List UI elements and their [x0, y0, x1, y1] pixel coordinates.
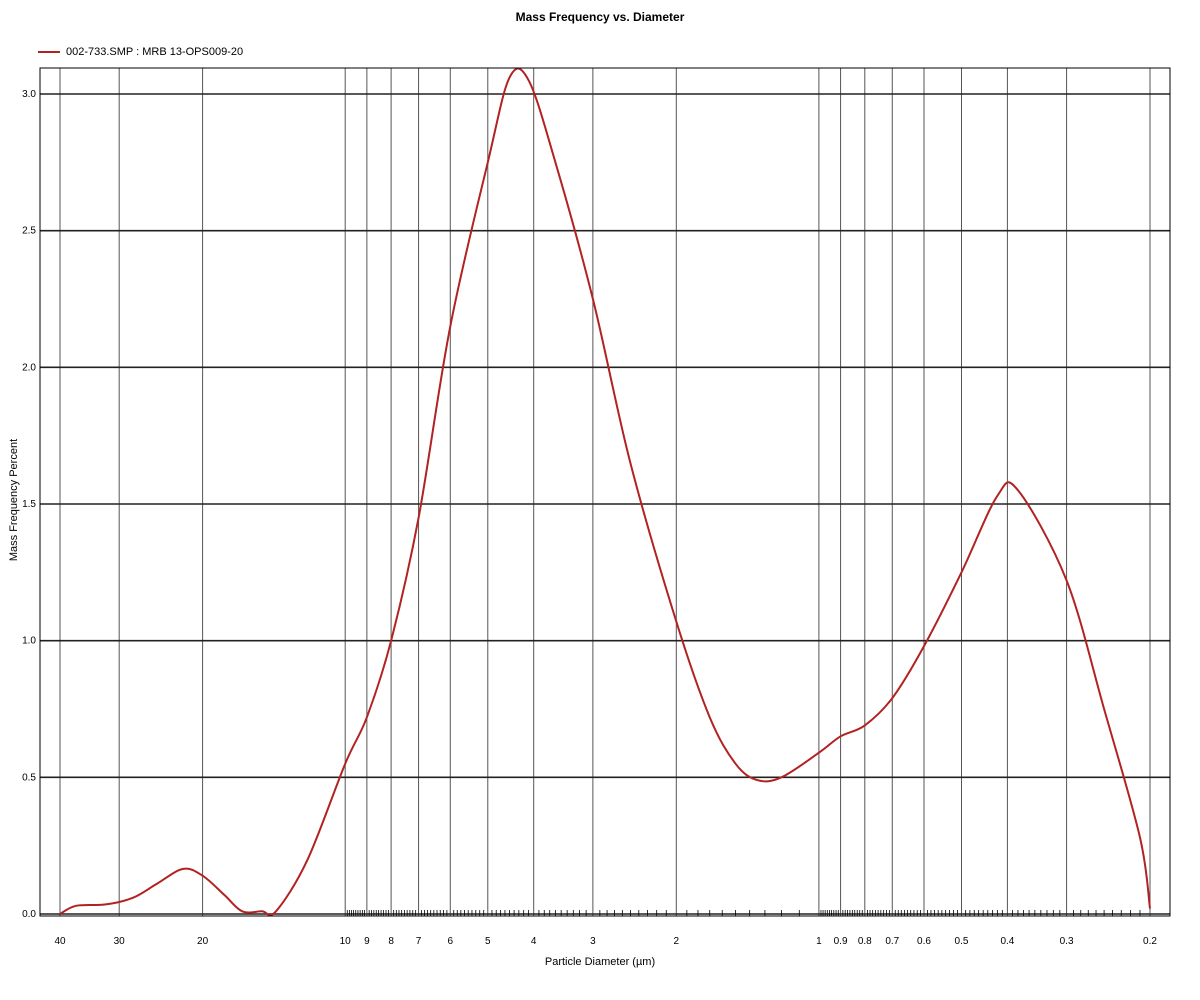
x-tick-label: 0.7	[885, 936, 899, 947]
x-tick-label: 30	[114, 936, 126, 947]
legend-swatch	[38, 51, 60, 53]
y-tick-labels: 0.0 0.5 1.0 1.5 2.0 2.5 3.0	[22, 89, 36, 920]
x-tick-label: 0.5	[955, 936, 969, 947]
minor-ticks	[346, 910, 1141, 916]
x-tick-label: 10	[340, 936, 352, 947]
x-tick-label: 0.8	[858, 936, 872, 947]
x-tick-label: 9	[364, 936, 370, 947]
chart-title: Mass Frequency vs. Diameter	[515, 10, 685, 24]
x-tick-label: 0.9	[834, 936, 848, 947]
legend: 002-733.SMP : MRB 13-OPS009-20	[38, 46, 243, 58]
x-tick-label: 3	[590, 936, 596, 947]
x-tick-label: 1	[816, 936, 822, 947]
y-tick-label: 0.0	[22, 909, 36, 920]
grid	[40, 68, 1170, 916]
x-tick-label: 0.3	[1060, 936, 1074, 947]
y-tick-label: 3.0	[22, 89, 36, 100]
x-tick-label: 20	[197, 936, 209, 947]
x-tick-label: 0.4	[1000, 936, 1014, 947]
x-tick-label: 0.6	[917, 936, 931, 947]
legend-label: 002-733.SMP : MRB 13-OPS009-20	[66, 46, 244, 58]
x-tick-label: 8	[388, 936, 394, 947]
x-tick-label: 7	[416, 936, 422, 947]
series-group	[59, 67, 1151, 917]
y-tick-label: 1.0	[22, 636, 36, 647]
y-tick-label: 1.5	[22, 499, 36, 510]
x-tick-labels: 40 30 20 10 9 8 7 6 5 4 3 2 1 0.9 0.8 0.7 0.6 0.5 0.4 0.3 0.…	[54, 936, 1157, 947]
x-tick-label: 40	[54, 936, 66, 947]
x-tick-label: 5	[485, 936, 491, 947]
x-tick-label: 0.2	[1143, 936, 1157, 947]
series-line-0	[59, 67, 1151, 917]
x-tick-label: 6	[448, 936, 454, 947]
x-tick-label: 4	[531, 936, 537, 947]
x-axis-label: Particle Diameter (µm)	[544, 956, 656, 968]
x-tick-label: 2	[674, 936, 680, 947]
plot-frame	[39, 67, 1171, 917]
y-tick-label: 0.5	[22, 772, 36, 783]
y-tick-label: 2.0	[22, 362, 36, 373]
y-tick-label: 2.5	[22, 226, 36, 237]
